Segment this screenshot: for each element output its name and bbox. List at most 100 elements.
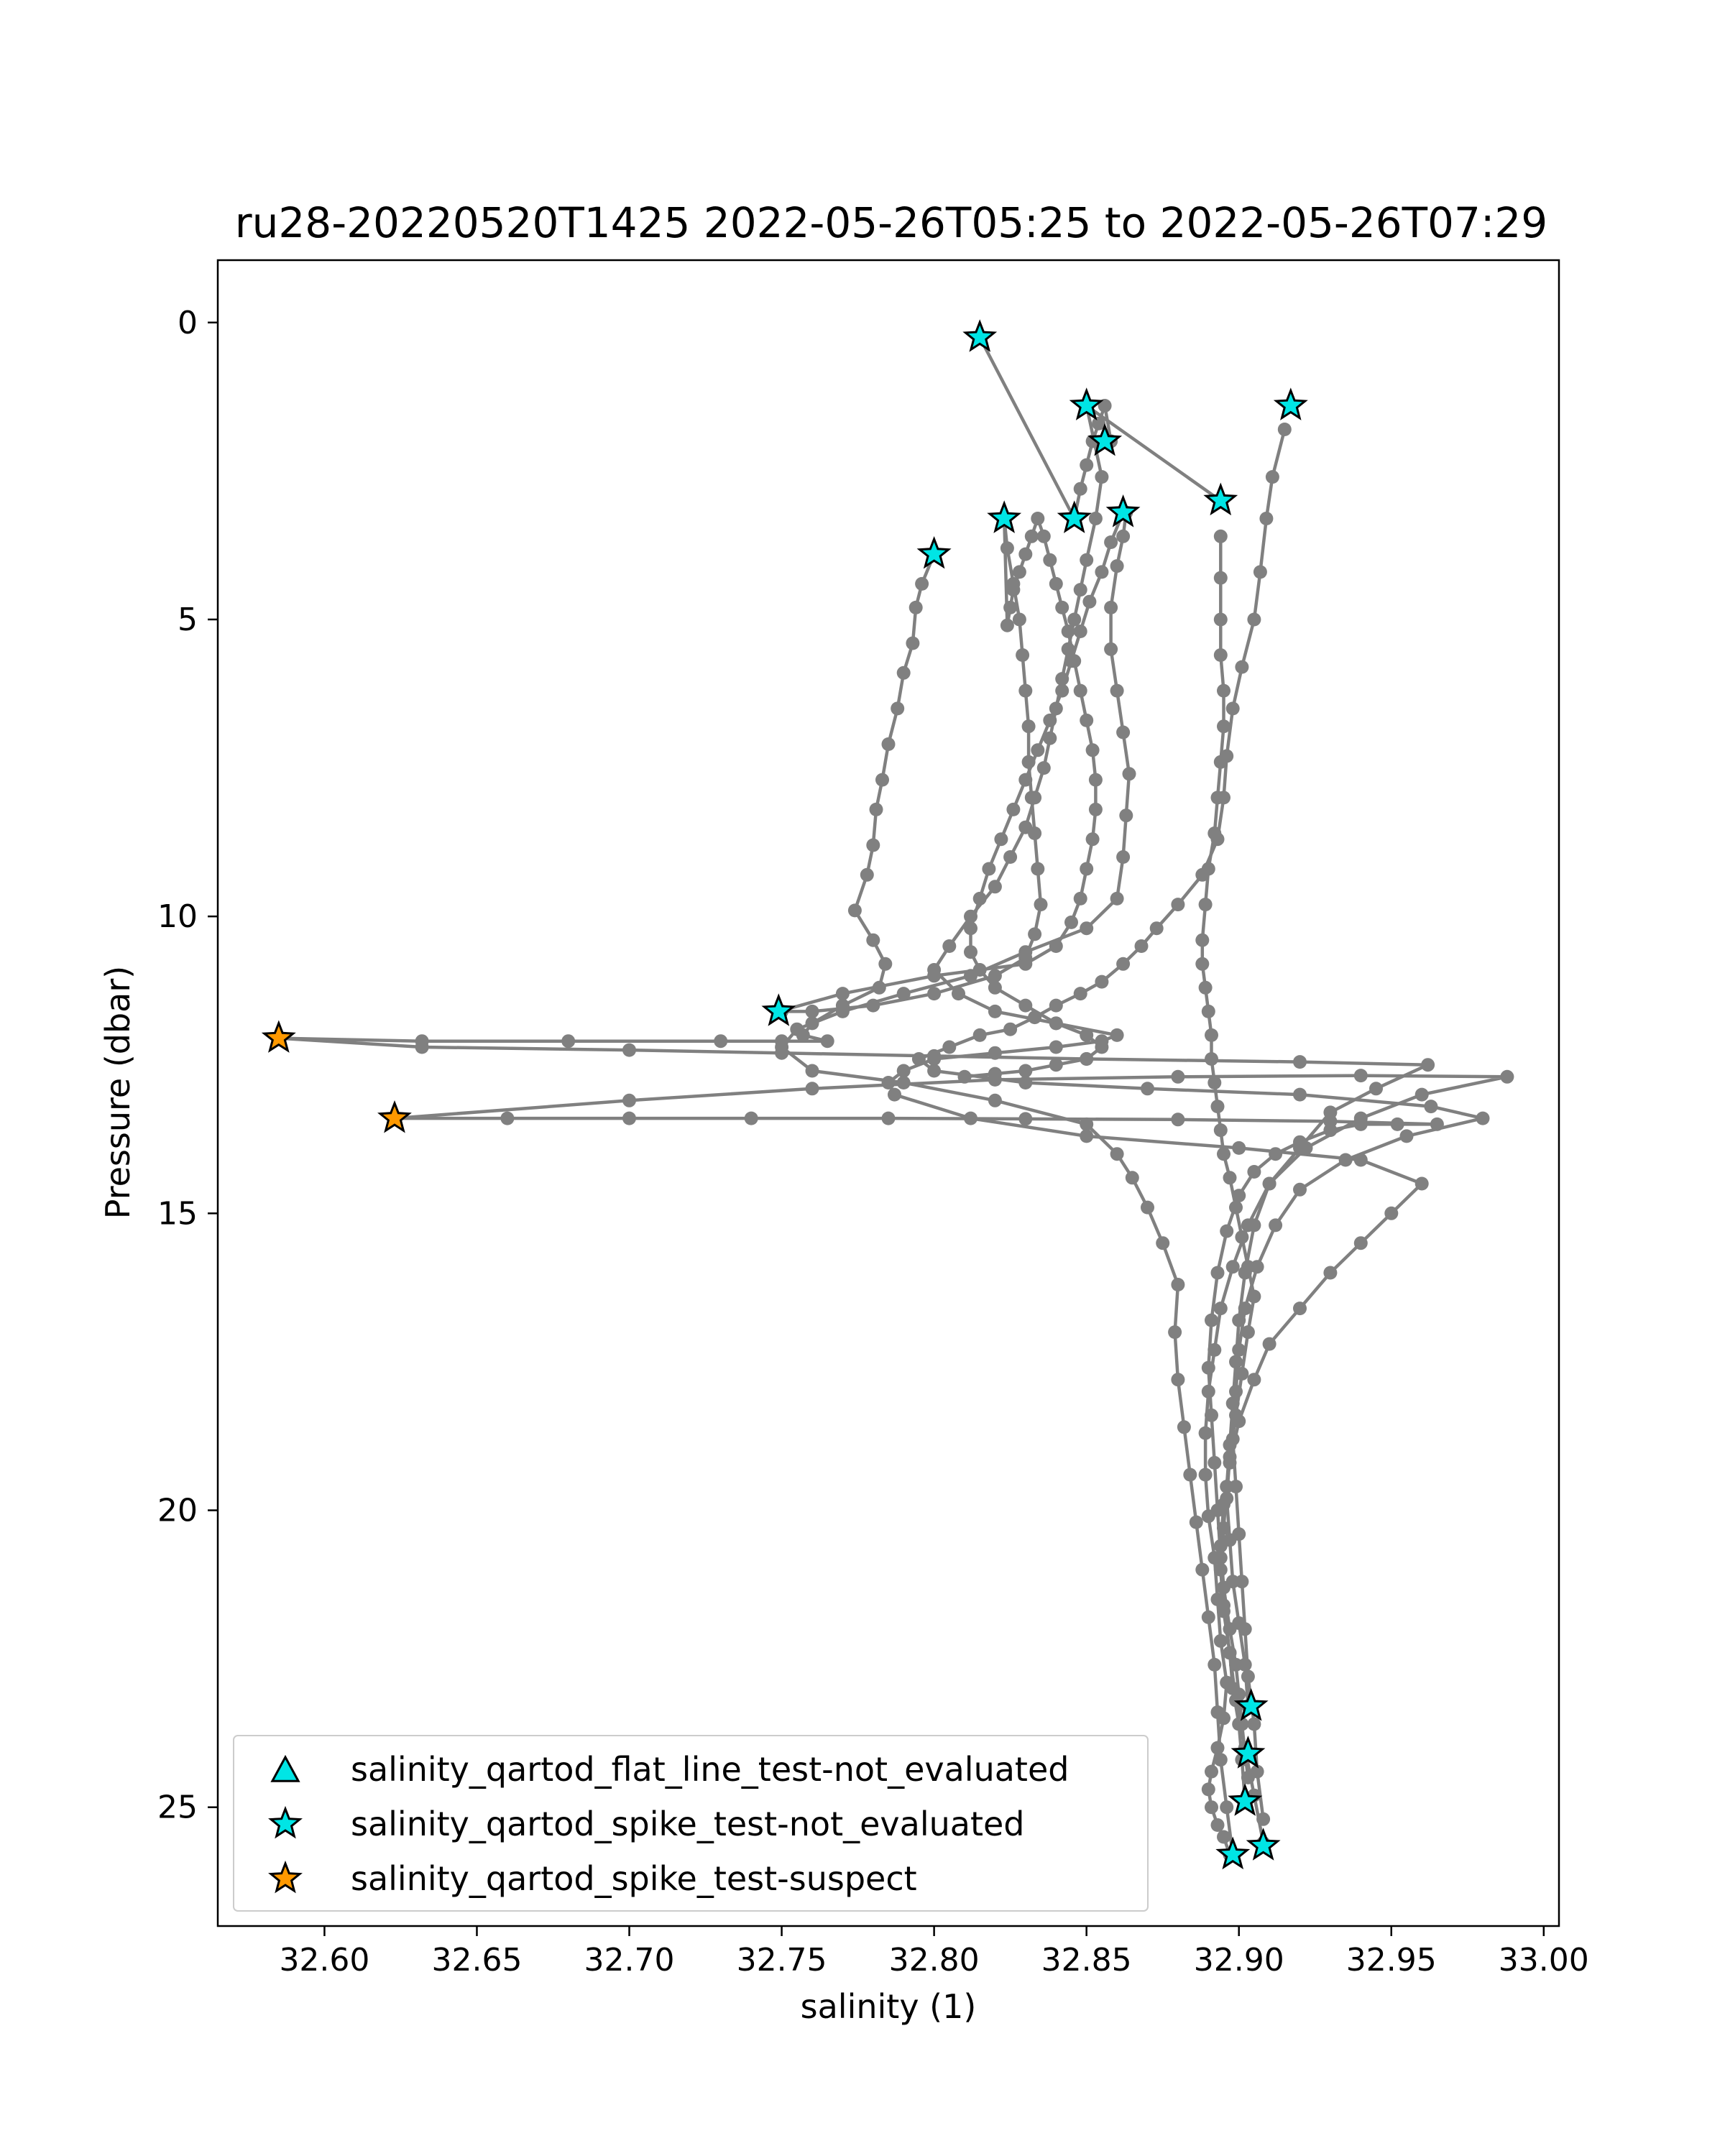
data-point: [1390, 1117, 1404, 1131]
legend-triangle-icon: [270, 1754, 300, 1782]
data-point: [927, 969, 942, 983]
plot-frame: [216, 259, 1560, 1927]
data-point: [1116, 850, 1131, 864]
data-point: [1018, 951, 1033, 965]
data-point: [1210, 1266, 1225, 1280]
data-point: [1259, 512, 1274, 525]
y-tick-label: 25: [157, 1789, 198, 1826]
data-point: [1049, 1058, 1063, 1072]
data-point: [1006, 576, 1021, 591]
data-point: [1384, 1206, 1399, 1220]
data-point: [1213, 612, 1228, 627]
data-point: [775, 1040, 789, 1054]
data-point: [1201, 1782, 1215, 1797]
data-point: [1095, 470, 1109, 484]
data-point: [1028, 927, 1042, 941]
data-point: [1073, 987, 1087, 1001]
data-point: [1031, 512, 1045, 525]
data-point: [1399, 1129, 1414, 1143]
data-point: [1250, 1260, 1264, 1274]
data-point: [1049, 998, 1063, 1013]
data-point: [1225, 1432, 1240, 1446]
data-point: [1201, 1004, 1215, 1018]
data-point: [820, 1034, 834, 1049]
data-point: [1110, 683, 1124, 698]
data-point: [1171, 1069, 1185, 1084]
data-point: [1424, 1100, 1438, 1114]
data-point: [1067, 612, 1082, 627]
x-axis-label: salinity (1): [801, 1987, 977, 2026]
not-evaluated-star-marker: [1230, 1736, 1266, 1769]
data-point: [1028, 826, 1042, 840]
data-point: [805, 1064, 819, 1078]
data-point: [1225, 1260, 1240, 1274]
x-tick-label: 32.95: [1346, 1942, 1437, 1978]
data-point: [1217, 719, 1230, 734]
data-point: [1018, 998, 1033, 1013]
profile-line-9: [964, 512, 1125, 1079]
data-point: [1116, 529, 1131, 543]
data-point: [1080, 458, 1094, 472]
data-point: [1064, 915, 1078, 929]
data-point: [1210, 1593, 1225, 1606]
data-point: [1116, 957, 1131, 971]
data-point: [1293, 1302, 1307, 1316]
data-point: [1012, 612, 1026, 627]
data-point: [1024, 529, 1039, 543]
data-point: [988, 1067, 1002, 1081]
data-point: [1073, 625, 1087, 638]
data-point: [1232, 1141, 1246, 1155]
data-point: [1198, 1468, 1213, 1482]
data-point: [1049, 939, 1063, 953]
data-point: [805, 1004, 819, 1018]
suspect-star-marker: [377, 1100, 412, 1133]
data-point: [1262, 1176, 1276, 1191]
data-point: [1217, 1830, 1230, 1844]
data-point: [1210, 1100, 1225, 1114]
data-point: [1195, 933, 1210, 947]
data-point: [1369, 1082, 1383, 1096]
data-point: [1208, 1657, 1222, 1672]
not-evaluated-star-marker: [1233, 1688, 1269, 1721]
data-point: [875, 773, 889, 787]
data-point: [1034, 898, 1048, 912]
x-tick-label: 32.90: [1194, 1942, 1284, 1978]
data-point: [1223, 1646, 1237, 1660]
data-point: [1210, 1741, 1225, 1755]
data-point: [1055, 600, 1070, 614]
data-point: [1353, 1236, 1368, 1250]
data-point: [964, 945, 978, 959]
data-point: [1177, 1420, 1191, 1434]
data-point: [1080, 862, 1094, 876]
data-point: [1021, 719, 1036, 734]
not-evaluated-star-marker: [987, 500, 1022, 533]
data-point: [942, 939, 957, 953]
data-point: [1080, 1117, 1094, 1131]
not-evaluated-star-marker: [1215, 1836, 1251, 1870]
data-point: [1073, 482, 1087, 496]
data-point: [1247, 1717, 1261, 1731]
data-point: [1080, 1028, 1094, 1042]
data-point: [1210, 832, 1225, 847]
y-axis-label: Pressure (dbar): [98, 966, 137, 1219]
data-point: [860, 867, 874, 882]
data-point: [1095, 975, 1109, 989]
data-point: [1012, 565, 1026, 579]
data-point: [1338, 1153, 1353, 1167]
not-evaluated-star-marker: [761, 993, 796, 1026]
data-point: [982, 862, 996, 876]
data-point: [1353, 1111, 1368, 1125]
profile-line-4: [886, 404, 1424, 1778]
data-point: [1080, 553, 1094, 567]
data-point: [1253, 565, 1267, 579]
data-point: [1205, 1764, 1218, 1779]
x-tick-label: 32.70: [584, 1942, 675, 1978]
data-point: [1205, 1052, 1218, 1066]
data-point: [622, 1093, 636, 1107]
series-layer: [272, 330, 1514, 1862]
data-point: [835, 987, 850, 1001]
data-point: [915, 576, 929, 591]
data-point: [1241, 1325, 1255, 1340]
data-point: [1088, 512, 1103, 525]
data-point: [1269, 1218, 1283, 1233]
